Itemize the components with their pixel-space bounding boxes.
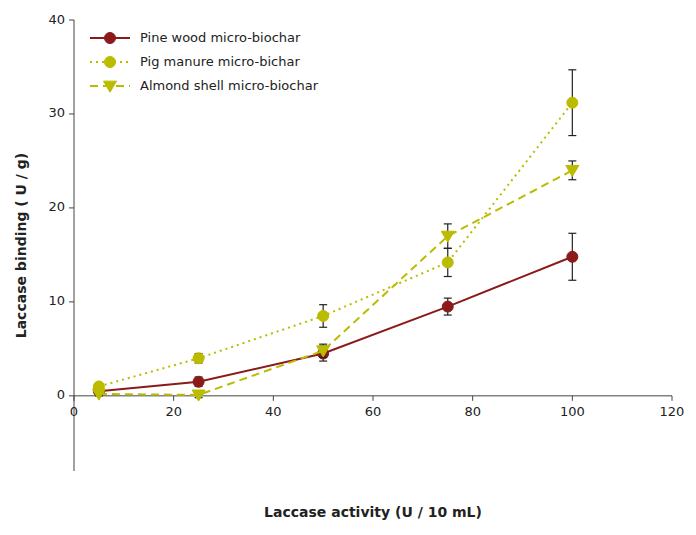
- point: [318, 310, 329, 321]
- y-tick-label: 30: [48, 105, 65, 120]
- error-bar-cap: [568, 179, 576, 180]
- legend-marker: [104, 81, 117, 92]
- x-tick-label: 120: [660, 404, 685, 419]
- legend-marker: [105, 57, 116, 68]
- error-bar-cap: [568, 160, 576, 161]
- x-tick-label: 100: [560, 404, 585, 419]
- x-tick: [572, 396, 573, 401]
- x-tick: [273, 396, 274, 401]
- point: [567, 97, 578, 108]
- x-tick-label: 60: [365, 404, 382, 419]
- legend-label: Almond shell micro-biochar: [140, 78, 319, 93]
- legend-entry: Pig manure micro-bichar: [90, 54, 300, 69]
- x-tick: [472, 396, 473, 401]
- point: [193, 376, 204, 387]
- y-axis: 0 10 20 30 40 Laccase binding ( U / g): [13, 12, 74, 472]
- legend-label: Pine wood micro-biochar: [140, 30, 301, 45]
- error-bar-cap: [444, 223, 452, 224]
- x-axis: 0 20 40 60 80 100 120 Laccase activity (U / 10 …: [70, 396, 685, 520]
- error-bar-cap: [444, 298, 452, 299]
- y-tick-label: 20: [48, 199, 65, 214]
- error-bar-cap: [444, 248, 452, 249]
- point: [567, 251, 578, 262]
- legend: Pine wood micro-biochar Pig manure micro-…: [90, 30, 319, 93]
- error-bar-cap: [319, 327, 327, 328]
- y-tick: [69, 207, 74, 208]
- error-bar-cap: [444, 248, 452, 249]
- error-bar-cap: [568, 135, 576, 136]
- series-line: [99, 257, 572, 391]
- point: [442, 257, 453, 268]
- series: [92, 161, 578, 401]
- legend-entry: Almond shell micro-biochar: [90, 78, 319, 93]
- y-tick-label: 0: [57, 387, 65, 402]
- y-tick: [69, 113, 74, 114]
- error-bar-cap: [319, 304, 327, 305]
- point: [192, 390, 205, 401]
- series-line: [99, 103, 572, 387]
- point: [566, 165, 579, 176]
- legend-marker: [105, 33, 116, 44]
- error-bar-cap: [319, 344, 327, 345]
- x-tick-label: 0: [70, 404, 78, 419]
- chart: 0 10 20 30 40 Laccase binding ( U / g) 0 20 40 60…: [0, 0, 696, 535]
- y-tick: [69, 395, 74, 396]
- point: [442, 301, 453, 312]
- x-tick: [173, 396, 174, 401]
- legend-label: Pig manure micro-bichar: [140, 54, 300, 69]
- point: [441, 231, 454, 242]
- y-tick: [69, 20, 74, 21]
- point: [92, 389, 105, 400]
- error-bar-cap: [444, 276, 452, 277]
- error-bar-cap: [319, 360, 327, 361]
- error-bar-cap: [568, 233, 576, 234]
- point: [193, 353, 204, 364]
- y-axis-label: Laccase binding ( U / g): [13, 153, 29, 339]
- x-tick-label: 20: [165, 404, 182, 419]
- error-bar-cap: [568, 69, 576, 70]
- x-tick: [74, 396, 75, 401]
- x-tick-label: 40: [265, 404, 282, 419]
- x-tick: [672, 396, 673, 401]
- legend-entry: Pine wood micro-biochar: [90, 30, 301, 45]
- plot-area: [92, 70, 578, 401]
- error-bar-cap: [444, 314, 452, 315]
- series-line: [99, 170, 572, 395]
- x-tick: [373, 396, 374, 401]
- series: [93, 233, 577, 396]
- error-bar-cap: [568, 280, 576, 281]
- series: [93, 70, 577, 392]
- y-tick-label: 40: [48, 12, 65, 27]
- x-tick-label: 80: [464, 404, 481, 419]
- point: [317, 346, 330, 357]
- y-tick: [69, 301, 74, 302]
- y-tick-label: 10: [48, 293, 65, 308]
- x-axis-label: Laccase activity (U / 10 mL): [264, 504, 482, 520]
